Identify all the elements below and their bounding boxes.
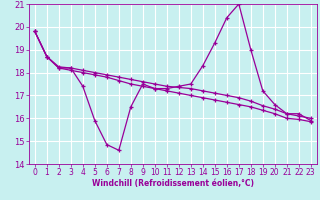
X-axis label: Windchill (Refroidissement éolien,°C): Windchill (Refroidissement éolien,°C) (92, 179, 254, 188)
